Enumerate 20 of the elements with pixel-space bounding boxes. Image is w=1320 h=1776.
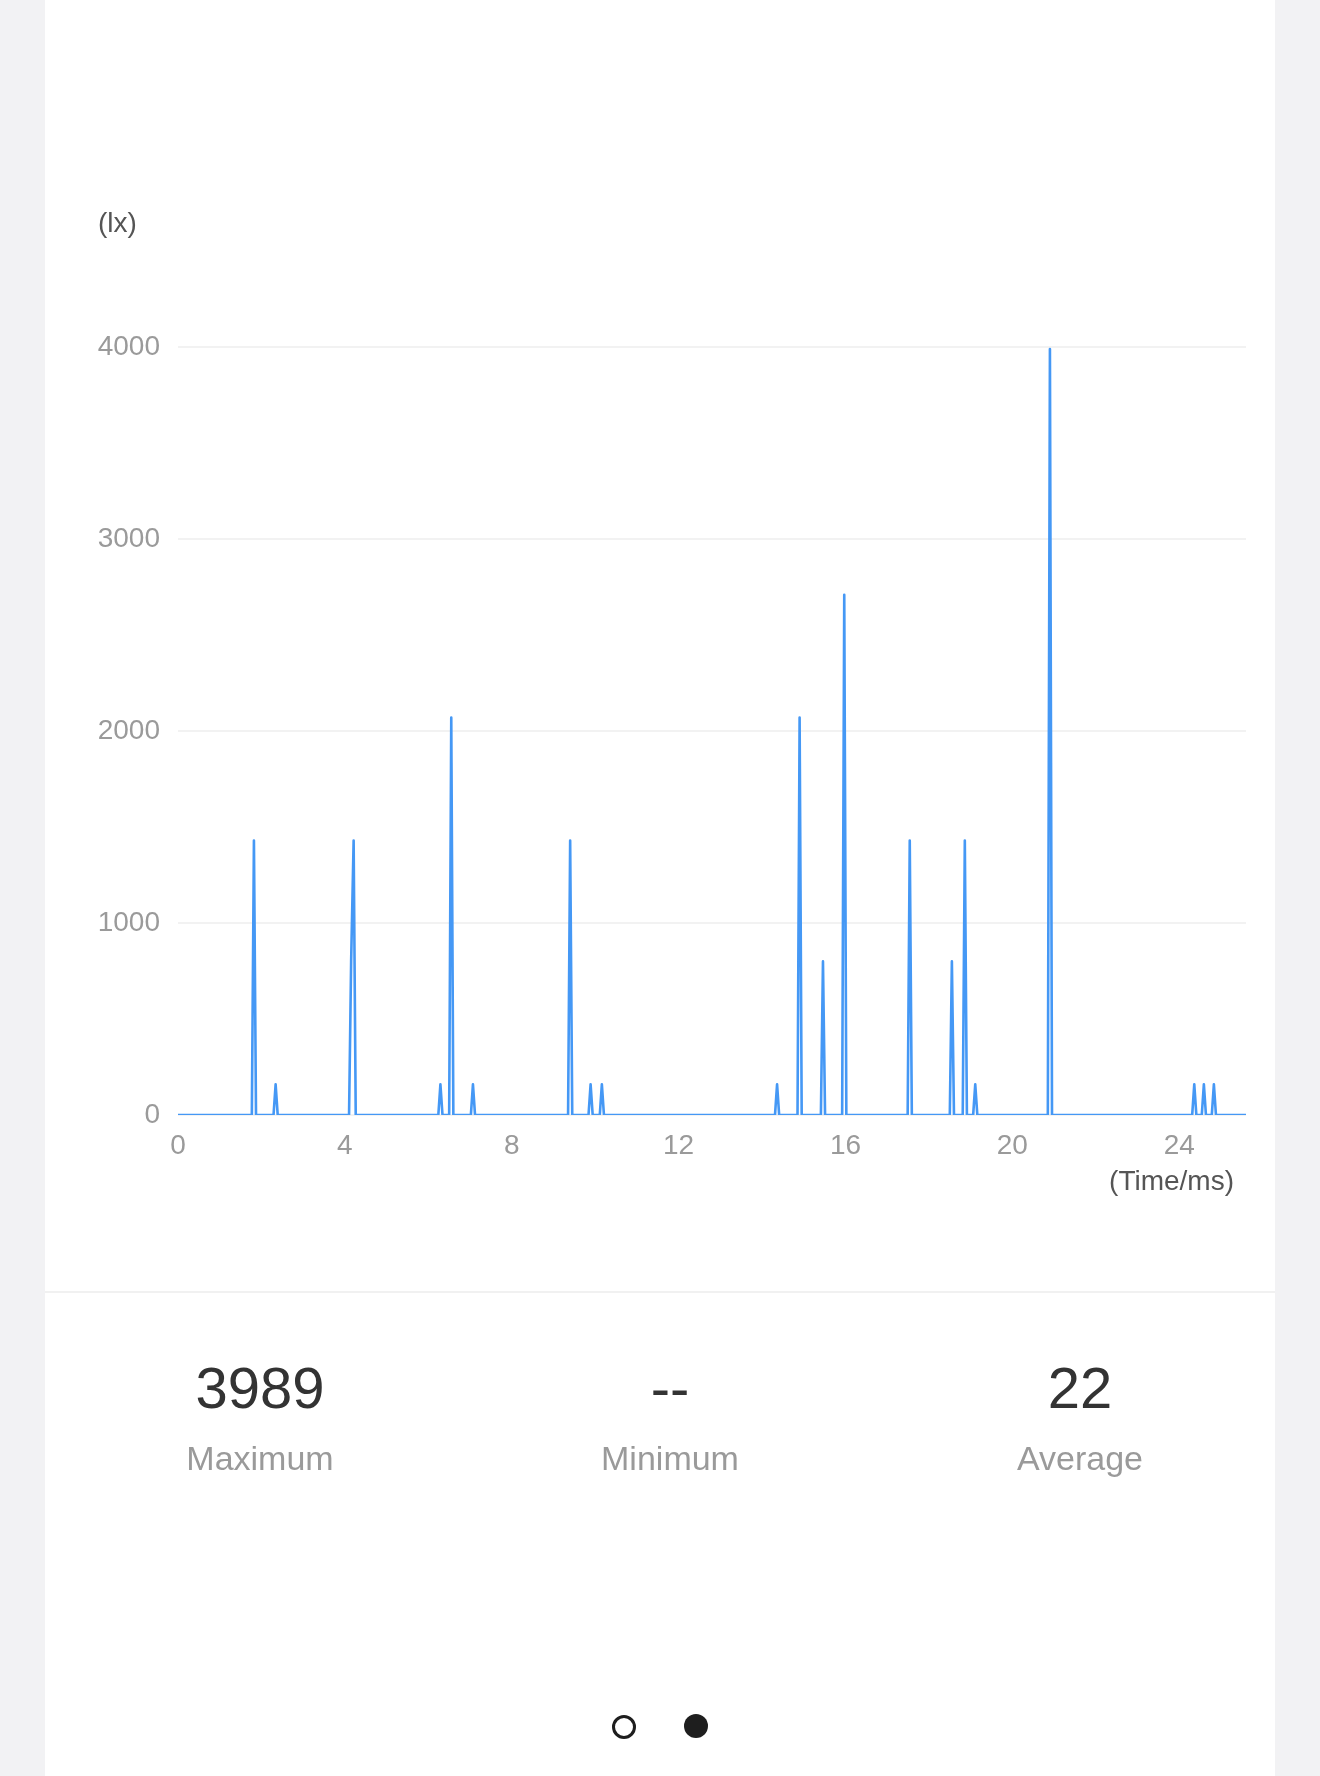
x-tick-label: 8 (503, 1128, 520, 1160)
y-tick-label: 2000 (97, 713, 160, 745)
text: 22 (1047, 1355, 1113, 1420)
y-tick-label: 0 (144, 1097, 160, 1129)
x-tick-label: 16 (829, 1128, 862, 1160)
x-tick-label: 12 (663, 1128, 695, 1160)
x-tick-label: 24 (1163, 1128, 1195, 1160)
category-label: Maximum (185, 1438, 335, 1478)
category-label: Average (1016, 1438, 1144, 1478)
x-axis-title: (Time/ms) (1109, 1164, 1234, 1196)
y-tick-label: 4000 (97, 329, 160, 361)
text: 3989 (195, 1355, 325, 1420)
text: -- (650, 1355, 690, 1420)
x-tick-label: 0 (170, 1128, 186, 1160)
y-tick-label: 3000 (97, 521, 160, 553)
x-tick-label: 4 (337, 1128, 353, 1160)
y-axis-title: (lx) (98, 206, 137, 238)
category-label: Minimum (600, 1438, 740, 1478)
x-tick-label: 20 (996, 1128, 1028, 1160)
y-tick-label: 1000 (97, 905, 160, 937)
